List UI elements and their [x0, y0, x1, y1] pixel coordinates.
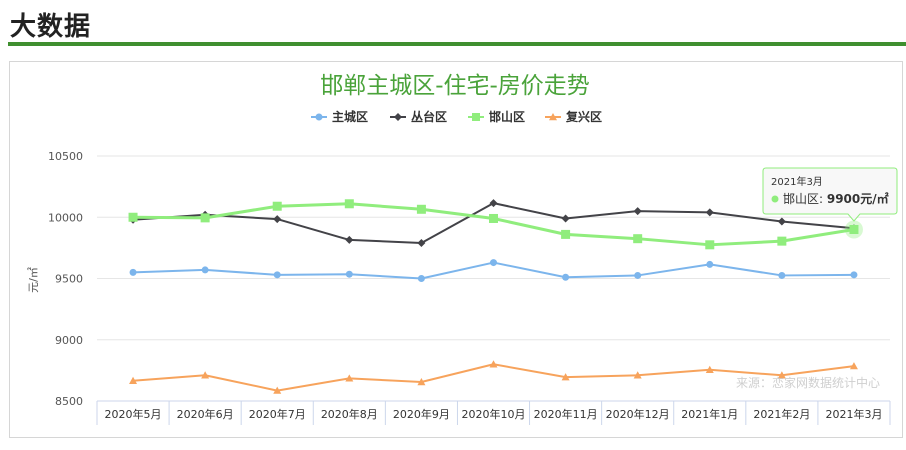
data-point[interactable] — [489, 213, 498, 223]
data-point[interactable] — [633, 207, 642, 216]
data-point[interactable] — [273, 386, 282, 394]
series — [129, 259, 858, 282]
data-point[interactable] — [706, 260, 714, 268]
tooltip-date: 2021年3月 — [771, 175, 823, 188]
data-point[interactable] — [633, 371, 642, 379]
tooltip-series-name: 邯山区: 9900元/㎡ — [783, 191, 889, 206]
x-axis-ticks: 2020年5月 2020年6月 2020年7月 2020年8月 2020年9月 2020年… — [96, 400, 891, 425]
series-line — [132, 202, 855, 244]
data-point[interactable] — [129, 268, 137, 276]
legend-label: 邯山区 — [489, 109, 525, 124]
data-point[interactable] — [345, 270, 353, 278]
data-point[interactable] — [345, 235, 354, 244]
x-tick-label: 2020年9月 — [393, 407, 450, 421]
data-point[interactable] — [849, 362, 858, 370]
y-tick-label: 10000 — [48, 211, 83, 224]
data-point[interactable] — [705, 365, 714, 373]
x-tick-label: 2020年11月 — [534, 407, 598, 421]
data-point[interactable] — [417, 275, 425, 282]
legend-label: 主城区 — [332, 109, 368, 124]
series — [129, 199, 858, 247]
data-point[interactable] — [561, 214, 570, 223]
legend-label: 丛台区 — [411, 109, 447, 124]
data-point[interactable] — [634, 271, 642, 279]
x-tick-label: 2020年6月 — [177, 407, 234, 421]
x-tick-label: 2021年2月 — [753, 407, 810, 421]
data-point[interactable] — [489, 199, 498, 208]
x-tick-label: 2020年10月 — [462, 407, 526, 421]
data-point[interactable] — [273, 215, 282, 224]
section-title: 大数据 — [10, 12, 92, 42]
data-point[interactable] — [778, 271, 786, 279]
data-point[interactable] — [129, 376, 138, 384]
x-tick-label: 2020年12月 — [606, 407, 670, 421]
legend-item[interactable]: 复兴区 — [545, 109, 602, 124]
data-point[interactable] — [777, 236, 787, 246]
data-point[interactable] — [128, 212, 138, 222]
data-point[interactable] — [490, 259, 497, 267]
data-point[interactable] — [849, 225, 859, 234]
legend-marker — [472, 113, 480, 121]
y-tick-label: 10500 — [48, 150, 83, 163]
series-group — [128, 199, 859, 394]
data-point[interactable] — [273, 271, 281, 279]
legend-marker — [394, 113, 402, 121]
y-tick-label: 9000 — [55, 334, 83, 347]
data-point[interactable] — [705, 240, 715, 250]
tooltip-series-dot — [771, 195, 779, 203]
data-point[interactable] — [344, 199, 354, 209]
legend-item[interactable]: 丛台区 — [390, 109, 447, 124]
legend-marker — [549, 113, 557, 121]
legend-marker — [315, 113, 323, 121]
data-point[interactable] — [777, 217, 786, 226]
legend: 主城区 丛台区 邯山区 复兴区 — [311, 109, 602, 124]
chart-title: 邯郸主城区-住宅-房价走势 — [320, 73, 590, 99]
tooltip-box — [762, 167, 898, 222]
x-tick-label: 2021年3月 — [825, 407, 882, 421]
data-point[interactable] — [561, 373, 570, 381]
data-point[interactable] — [705, 208, 714, 217]
legend-label: 复兴区 — [565, 109, 602, 124]
data-point[interactable] — [417, 378, 426, 386]
data-point[interactable] — [850, 271, 858, 279]
data-point[interactable] — [201, 371, 210, 379]
data-point[interactable] — [489, 360, 498, 368]
hover-halo — [844, 220, 863, 239]
y-axis-label: 元/㎡ — [27, 267, 40, 293]
data-point[interactable] — [201, 266, 209, 274]
legend-item[interactable]: 邯山区 — [468, 109, 525, 124]
data-point[interactable] — [416, 204, 426, 214]
data-point[interactable] — [417, 238, 426, 247]
y-tick-label: 9500 — [55, 273, 83, 286]
legend-item[interactable]: 主城区 — [311, 109, 368, 124]
series-line — [133, 202, 855, 247]
x-tick-label: 2021年1月 — [681, 407, 738, 421]
series — [128, 199, 859, 250]
data-point[interactable] — [272, 201, 282, 211]
title-divider — [8, 42, 906, 46]
data-point[interactable] — [633, 234, 643, 244]
chart-container — [9, 61, 903, 438]
source-credit: 来源：恋家网数据统计中心 — [736, 375, 880, 390]
data-point[interactable] — [561, 229, 571, 239]
x-tick-label: 2020年8月 — [321, 407, 378, 421]
data-point[interactable] — [777, 371, 786, 379]
data-point[interactable] — [200, 213, 210, 223]
x-tick-label: 2020年7月 — [249, 407, 306, 421]
data-point[interactable] — [562, 273, 570, 281]
y-axis-ticks: 8500 9000 9500 10000 10500 — [48, 150, 83, 408]
y-tick-label: 8500 — [55, 395, 83, 408]
x-tick-label: 2020年5月 — [105, 407, 162, 421]
data-point[interactable] — [345, 374, 354, 382]
series — [129, 360, 858, 394]
